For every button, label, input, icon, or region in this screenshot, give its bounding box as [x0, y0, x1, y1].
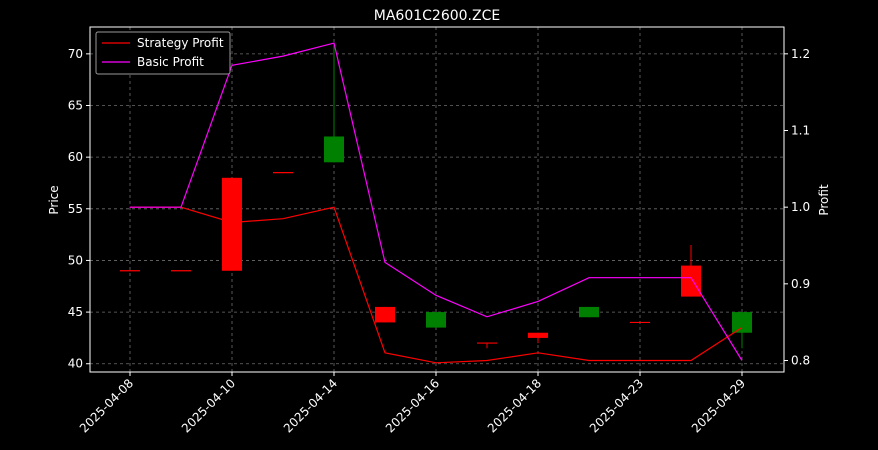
chart-title: MA601C2600.ZCE: [374, 8, 500, 24]
profit-lines: [130, 42, 743, 364]
right-y-tick-label: 1.1: [791, 124, 810, 138]
candle-body: [732, 312, 752, 333]
right-y-tick-label: 1.0: [791, 200, 810, 214]
candle-body: [528, 332, 548, 338]
right-y-axis-label: Profit: [817, 184, 831, 216]
right-y-tick-label: 0.8: [791, 354, 810, 368]
right-y-tick-label: 0.9: [791, 277, 810, 291]
left-y-tick-label: 40: [68, 357, 83, 371]
candle-body: [426, 312, 446, 328]
left-y-tick-label: 65: [68, 99, 83, 113]
right-y-tick-label: 1.2: [791, 47, 810, 61]
candle-body: [375, 306, 395, 323]
strategy-profit-line: [130, 206, 743, 364]
left-y-tick-label: 70: [68, 47, 83, 61]
candlesticks: [120, 43, 752, 349]
left-y-tick-label: 50: [68, 253, 83, 267]
right-y-axis-ticks: 0.8 0.9 1.0 1.1 1.2: [784, 47, 810, 368]
candle-body: [681, 265, 701, 297]
plot-frame: [89, 26, 785, 373]
candle-body: [579, 306, 599, 318]
left-y-axis-label: Price: [47, 185, 61, 214]
left-y-tick-label: 55: [68, 202, 83, 216]
left-y-tick-label: 60: [68, 150, 83, 164]
legend: Strategy Profit Basic Profit: [95, 31, 231, 75]
legend-label-basic-profit: Basic Profit: [137, 55, 204, 69]
left-y-tick-label: 45: [68, 305, 83, 319]
basic-profit-line: [130, 42, 743, 361]
left-y-axis-ticks: 40 45 50 55 60 65 70: [68, 47, 90, 371]
candle-body: [324, 136, 344, 163]
legend-label-strategy-profit: Strategy Profit: [137, 36, 224, 50]
candle-body: [222, 177, 242, 271]
